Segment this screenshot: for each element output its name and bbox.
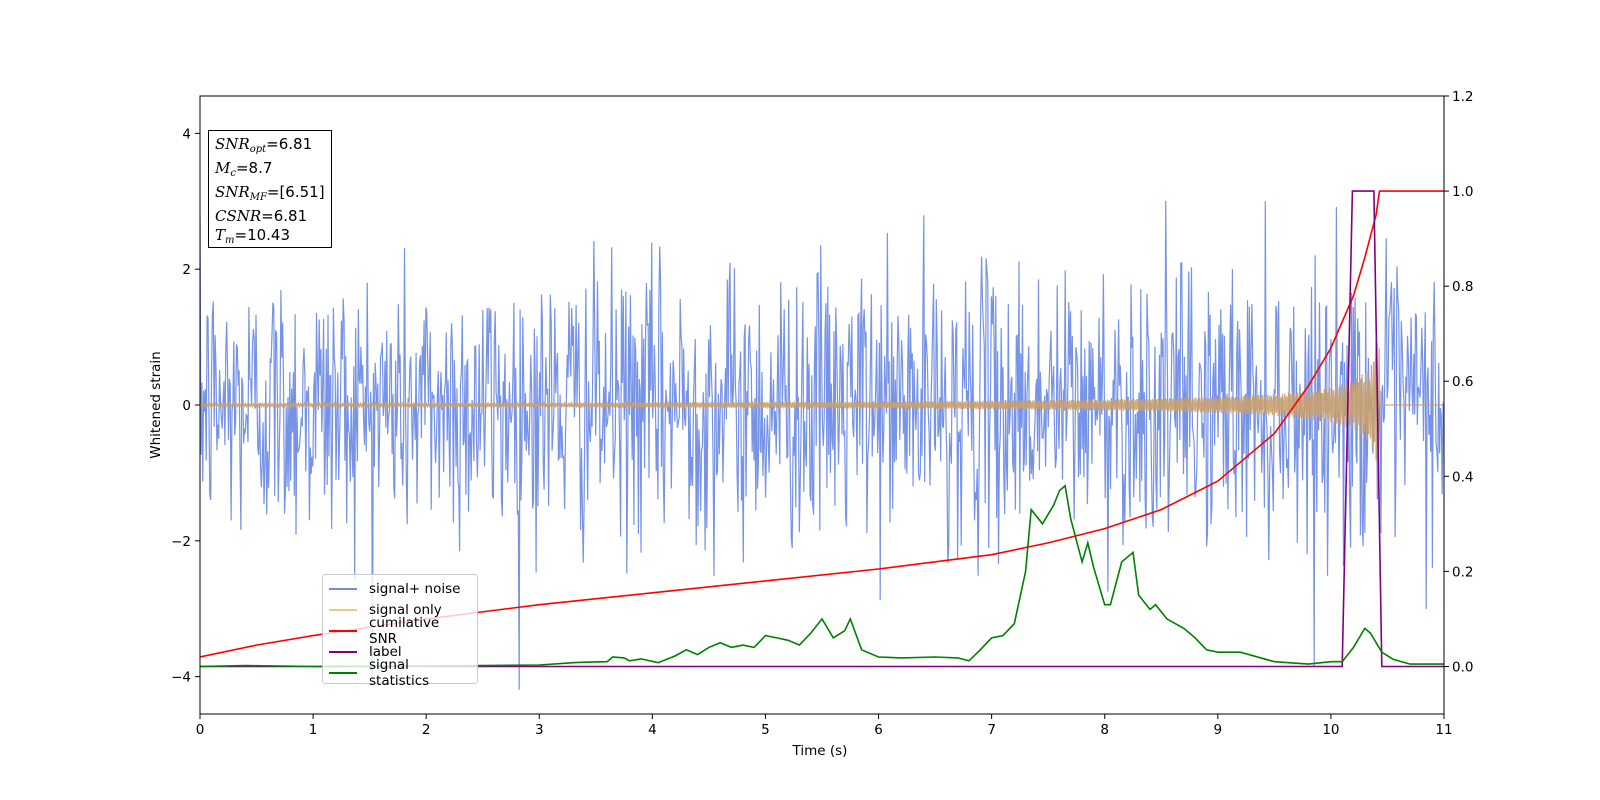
legend-swatch bbox=[329, 629, 357, 632]
legend-label: label bbox=[369, 643, 402, 660]
x-tick-label: 1 bbox=[309, 722, 318, 738]
merger-time-line: Tm=10.43 bbox=[215, 226, 291, 246]
chirp-mass-line: Mc=8.7 bbox=[215, 159, 273, 179]
series-signal-statistics bbox=[200, 484, 1444, 668]
snr-annotation-box: SNRopt=6.81 Mc=8.7 SNRMF=[6.51] CSNR=6.8… bbox=[208, 130, 332, 248]
legend-swatch bbox=[329, 587, 357, 590]
y-left-tick-label: 2 bbox=[182, 262, 191, 278]
csnr-line: CSNR=6.81 bbox=[215, 207, 308, 225]
x-tick-label: 0 bbox=[196, 722, 205, 738]
legend-item-signal-only: signal only bbox=[329, 599, 471, 620]
y-left-tick-label: −2 bbox=[171, 534, 191, 550]
legend: signal+ noise signal only cumilative SNR… bbox=[322, 574, 478, 689]
legend-item-label: label bbox=[329, 641, 471, 662]
legend-swatch bbox=[329, 650, 357, 653]
legend-label: signal statistics bbox=[369, 656, 430, 689]
x-tick-label: 4 bbox=[648, 722, 657, 738]
snr-opt-line: SNRopt=6.81 bbox=[215, 135, 313, 155]
x-axis: 0 1 2 3 4 5 6 7 8 9 10 11 bbox=[196, 714, 1453, 738]
y-right-tick-label: 1.0 bbox=[1452, 184, 1473, 200]
x-axis-label: Time (s) bbox=[792, 743, 848, 759]
x-tick-label: 10 bbox=[1322, 722, 1339, 738]
legend-item-signal-statistics: signal statistics bbox=[329, 657, 471, 689]
snr-mf-line: SNRMF=[6.51] bbox=[215, 183, 325, 203]
x-tick-label: 5 bbox=[761, 722, 770, 738]
x-tick-label: 8 bbox=[1100, 722, 1109, 738]
y-right-tick-label: 0.4 bbox=[1452, 469, 1473, 485]
y-axis-label: Whitened strain bbox=[148, 351, 164, 458]
legend-label: cumilative SNR bbox=[369, 614, 440, 647]
y-left-axis: 4 2 0 −2 −4 bbox=[171, 126, 200, 686]
legend-label: signal+ noise bbox=[369, 580, 461, 597]
x-tick-label: 7 bbox=[987, 722, 996, 738]
x-tick-label: 2 bbox=[422, 722, 431, 738]
series-signal-only bbox=[200, 342, 1444, 468]
y-right-axis: 1.2 1.0 0.8 0.6 0.4 0.2 0.0 bbox=[1444, 89, 1473, 675]
x-tick-label: 9 bbox=[1214, 722, 1223, 738]
series-signal-plus-noise bbox=[200, 200, 1444, 690]
x-tick-label: 3 bbox=[535, 722, 544, 738]
series-label bbox=[200, 190, 1444, 668]
y-left-tick-label: 4 bbox=[182, 126, 191, 142]
legend-swatch bbox=[329, 608, 357, 611]
y-right-tick-label: 1.2 bbox=[1452, 89, 1473, 105]
legend-swatch bbox=[329, 671, 357, 674]
y-right-tick-label: 0.0 bbox=[1452, 659, 1473, 675]
legend-item-signal-noise: signal+ noise bbox=[329, 578, 471, 599]
x-tick-label: 6 bbox=[874, 722, 883, 738]
y-left-tick-label: 0 bbox=[182, 398, 191, 414]
legend-label: signal only bbox=[369, 601, 442, 618]
legend-item-cumulative-snr: cumilative SNR bbox=[329, 615, 471, 647]
y-left-tick-label: −4 bbox=[171, 670, 191, 686]
x-tick-label: 11 bbox=[1435, 722, 1452, 738]
y-right-tick-label: 0.8 bbox=[1452, 279, 1473, 295]
y-right-tick-label: 0.2 bbox=[1452, 564, 1473, 580]
y-right-tick-label: 0.6 bbox=[1452, 374, 1473, 390]
